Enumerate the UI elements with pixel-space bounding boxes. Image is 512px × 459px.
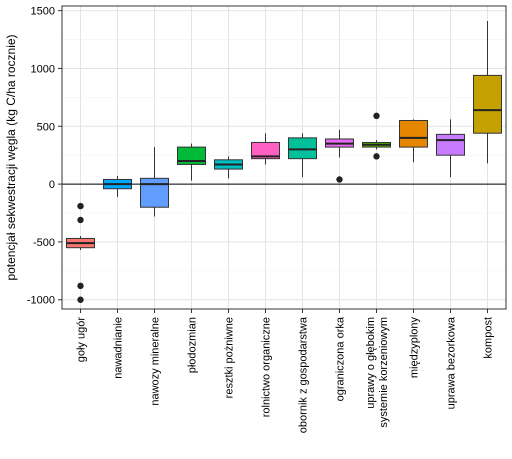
- box-group: [140, 147, 169, 217]
- y-tick-label: 1500: [31, 6, 55, 18]
- box-group: [399, 119, 428, 163]
- outlier-point: [77, 202, 84, 210]
- x-tick-label: nawadnianie: [113, 317, 125, 379]
- x-tick-label: uprawy o głębokimsystemie korzeniowym: [365, 317, 390, 428]
- box-group: [66, 202, 95, 303]
- y-tick-label: 1000: [31, 63, 55, 75]
- x-tick-label: uprawa bezorkowa: [446, 316, 458, 409]
- x-tick-label: rolnictwo organiczne: [261, 317, 273, 417]
- grid-layer: [62, 6, 506, 309]
- x-tick-label: nawozy mineralne: [150, 317, 162, 406]
- x-tick-label-line: płodozmian: [187, 317, 199, 373]
- plot-panel: [62, 6, 506, 309]
- x-tick-label-line: uprawa bezorkowa: [446, 316, 458, 409]
- y-tick-label: 0: [49, 179, 55, 191]
- x-tick-label-line: kompost: [483, 317, 495, 359]
- x-tick-label: obornik z gospodarstwa: [298, 316, 310, 433]
- box-iqr: [288, 137, 317, 160]
- box-group: [362, 112, 391, 160]
- box-group: [288, 133, 317, 178]
- x-tick-label-line: nawadnianie: [113, 317, 125, 379]
- x-tick-label: płodozmian: [187, 317, 199, 373]
- x-tick-label-line: rolnictwo organiczne: [261, 317, 273, 417]
- box-group: [251, 133, 280, 165]
- box-group: [436, 119, 465, 178]
- panel-border: [61, 5, 507, 310]
- y-axis-title: potencjał sekwestracji węgla (kg C/ha ro…: [4, 34, 18, 280]
- x-tick-label-line: obornik z gospodarstwa: [298, 316, 310, 433]
- box-group: [325, 129, 354, 183]
- outlier-point: [336, 176, 343, 183]
- x-tick-label-line: goły ugór: [76, 317, 88, 363]
- axis-layer: -1000 -500 0 500 1000 1500 goły ugór nawadniani…: [27, 5, 507, 433]
- outlier-point: [373, 112, 380, 120]
- box-group: [177, 143, 206, 181]
- box-group: [473, 21, 502, 164]
- box-iqr: [399, 119, 428, 148]
- box-iqr: [436, 133, 465, 156]
- y-tick-label: -500: [33, 237, 55, 249]
- outlier-point: [77, 282, 84, 290]
- x-tick-label: goły ugór: [76, 317, 88, 363]
- x-tick-label-line: nawozy mineralne: [150, 317, 162, 406]
- box-group: [103, 176, 132, 197]
- x-tick-label-line: międzyplony: [409, 317, 421, 379]
- box-iqr: [473, 74, 502, 134]
- outlier-point: [373, 153, 380, 160]
- outlier-point: [77, 296, 84, 303]
- x-tick-label-line: ograniczona orka: [335, 316, 347, 401]
- box-group: [214, 156, 243, 179]
- box-iqr: [251, 141, 280, 160]
- x-tick-label-line: uprawy o głębokim: [365, 317, 377, 409]
- x-tick-label: resztki pożniwne: [224, 317, 236, 398]
- x-tick-label: kompost: [483, 317, 495, 359]
- x-tick-label-line: resztki pożniwne: [224, 317, 236, 398]
- box-layer: [66, 21, 502, 303]
- x-tick-label: ograniczona orka: [335, 316, 347, 401]
- y-tick-label: -1000: [27, 295, 55, 307]
- y-tick-label: 500: [37, 121, 55, 133]
- box-iqr: [140, 177, 169, 208]
- outlier-point: [77, 216, 84, 224]
- x-tick-label: międzyplony: [409, 317, 421, 379]
- x-tick-label-line: systemie korzeniowym: [378, 317, 390, 428]
